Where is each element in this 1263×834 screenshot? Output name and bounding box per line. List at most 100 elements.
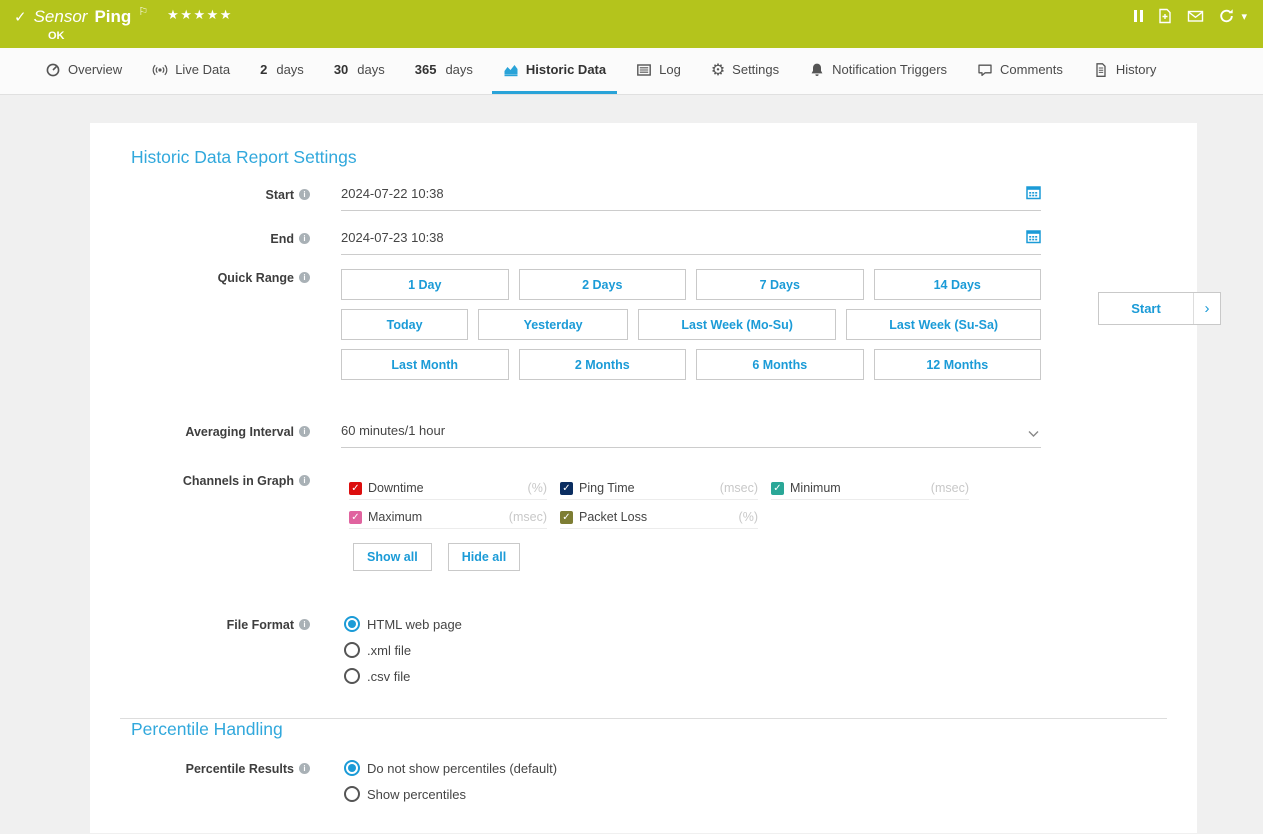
sensor-status-badge: OK xyxy=(48,30,1263,42)
calendar-icon[interactable] xyxy=(1026,229,1041,247)
refresh-icon[interactable] xyxy=(1218,8,1235,24)
checkbox-checked-icon: ✓ xyxy=(560,511,573,524)
quick-range-label: Quick Range xyxy=(218,271,294,285)
checkbox-checked-icon: ✓ xyxy=(771,482,784,495)
report-settings-title: Historic Data Report Settings xyxy=(131,147,1197,168)
hide-all-button[interactable]: Hide all xyxy=(448,543,520,571)
info-icon[interactable]: i xyxy=(299,272,310,283)
sensor-name: Ping xyxy=(94,7,131,27)
channels-grid: ✓ Downtime (%) ✓ Ping Time (msec) ✓ Mini… xyxy=(341,481,1041,529)
report-icon[interactable] xyxy=(1157,8,1173,24)
log-icon xyxy=(636,62,652,78)
tab-history[interactable]: History xyxy=(1082,48,1167,94)
checkbox-checked-icon: ✓ xyxy=(349,482,362,495)
info-icon[interactable]: i xyxy=(299,426,310,437)
radio-icon xyxy=(344,642,360,658)
quick-range-12-months-button[interactable]: 12 Months xyxy=(874,349,1042,380)
channels-row: Channels in Graph i ✓ Downtime (%) ✓ Ping… xyxy=(90,472,1197,571)
checkbox-checked-icon: ✓ xyxy=(349,511,362,524)
quick-range-row: Quick Range i 1 Day 2 Days 7 Days 14 Days… xyxy=(90,269,1197,389)
show-all-button[interactable]: Show all xyxy=(353,543,432,571)
tab-historic-data[interactable]: Historic Data xyxy=(492,48,617,94)
quick-range-yesterday-button[interactable]: Yesterday xyxy=(478,309,628,340)
start-report-button[interactable]: Start xyxy=(1099,293,1194,324)
quick-range-2-months-button[interactable]: 2 Months xyxy=(519,349,687,380)
info-icon[interactable]: i xyxy=(299,233,310,244)
sensor-title-row: ✓ Sensor Ping ⚐ ★★★★★ xyxy=(0,0,1263,27)
chevron-right-icon[interactable]: › xyxy=(1194,293,1220,324)
start-label: Start xyxy=(266,188,294,202)
tab-log[interactable]: Log xyxy=(625,48,692,94)
chevron-down-icon xyxy=(1028,426,1039,441)
quick-range-1-day-button[interactable]: 1 Day xyxy=(341,269,509,300)
end-datetime-input[interactable]: 2024-07-23 10:38 xyxy=(341,230,1041,255)
quick-range-today-button[interactable]: Today xyxy=(341,309,468,340)
info-icon[interactable]: i xyxy=(299,189,310,200)
percentile-results-label: Percentile Results xyxy=(186,762,294,776)
file-format-label: File Format xyxy=(227,618,294,632)
tab-notification-triggers[interactable]: Notification Triggers xyxy=(798,48,958,94)
history-icon xyxy=(1093,62,1109,78)
checkbox-checked-icon: ✓ xyxy=(560,482,573,495)
status-ok-icon: ✓ xyxy=(14,8,27,26)
tab-live-data[interactable]: Live Data xyxy=(141,48,241,94)
file-format-csv-option[interactable]: .csv file xyxy=(344,668,1041,684)
channel-maximum[interactable]: ✓ Maximum (msec) xyxy=(349,510,547,529)
percentile-show-option[interactable]: Show percentiles xyxy=(344,786,1041,802)
start-row: Starti 2024-07-22 10:38 xyxy=(90,186,1197,211)
tab-overview[interactable]: Overview xyxy=(34,48,133,94)
start-datetime-input[interactable]: 2024-07-22 10:38 xyxy=(341,186,1041,211)
quick-range-last-week-mo-su-button[interactable]: Last Week (Mo-Su) xyxy=(638,309,836,340)
tab-settings[interactable]: ⚙ Settings xyxy=(700,48,790,94)
quick-range-last-month-button[interactable]: Last Month xyxy=(341,349,509,380)
sensor-kind-label: Sensor xyxy=(34,7,88,27)
tab-2-days[interactable]: 2 days xyxy=(249,48,315,94)
comment-icon xyxy=(977,62,993,78)
radio-icon xyxy=(344,668,360,684)
favorite-flag-icon[interactable]: ⚐ xyxy=(138,5,148,18)
priority-stars[interactable]: ★★★★★ xyxy=(167,8,233,23)
tab-30-days[interactable]: 30 days xyxy=(323,48,396,94)
radio-selected-icon xyxy=(344,616,360,632)
percentile-handling-title: Percentile Handling xyxy=(131,719,1197,740)
channel-packet-loss[interactable]: ✓ Packet Loss (%) xyxy=(560,510,758,529)
channels-in-graph-label: Channels in Graph xyxy=(183,474,294,488)
calendar-icon[interactable] xyxy=(1026,185,1041,203)
file-format-xml-option[interactable]: .xml file xyxy=(344,642,1041,658)
tab-comments[interactable]: Comments xyxy=(966,48,1074,94)
percentile-hide-option[interactable]: Do not show percentiles (default) xyxy=(344,760,1041,776)
broadcast-icon xyxy=(152,62,168,78)
area-chart-icon xyxy=(503,62,519,78)
radio-icon xyxy=(344,786,360,802)
averaging-interval-label: Averaging Interval xyxy=(185,425,294,439)
channel-downtime[interactable]: ✓ Downtime (%) xyxy=(349,481,547,500)
info-icon[interactable]: i xyxy=(299,763,310,774)
sensor-tabbar: Overview Live Data 2 days 30 days 365 da… xyxy=(0,48,1263,95)
tab-365-days[interactable]: 365 days xyxy=(404,48,484,94)
channel-minimum[interactable]: ✓ Minimum (msec) xyxy=(771,481,969,500)
file-format-html-option[interactable]: HTML web page xyxy=(344,616,1041,632)
info-icon[interactable]: i xyxy=(299,475,310,486)
sensor-header: ✓ Sensor Ping ⚐ ★★★★★ OK ▾ xyxy=(0,0,1263,48)
email-icon[interactable] xyxy=(1187,8,1204,24)
averaging-row: Averaging Interval i 60 minutes/1 hour xyxy=(90,423,1197,448)
quick-range-last-week-su-sa-button[interactable]: Last Week (Su-Sa) xyxy=(846,309,1041,340)
channel-ping-time[interactable]: ✓ Ping Time (msec) xyxy=(560,481,758,500)
quick-range-6-months-button[interactable]: 6 Months xyxy=(696,349,864,380)
gauge-icon xyxy=(45,62,61,78)
radio-selected-icon xyxy=(344,760,360,776)
chevron-down-icon[interactable]: ▾ xyxy=(1241,10,1247,23)
settings-card: Historic Data Report Settings Starti 202… xyxy=(90,123,1197,833)
pause-button[interactable] xyxy=(1134,10,1143,22)
quick-range-7-days-button[interactable]: 7 Days xyxy=(696,269,864,300)
averaging-interval-select[interactable]: 60 minutes/1 hour xyxy=(341,423,1041,448)
info-icon[interactable]: i xyxy=(299,619,310,630)
quick-range-14-days-button[interactable]: 14 Days xyxy=(874,269,1042,300)
gear-icon: ⚙ xyxy=(711,62,725,78)
end-label: End xyxy=(270,232,294,246)
quick-range-2-days-button[interactable]: 2 Days xyxy=(519,269,687,300)
end-row: Endi 2024-07-23 10:38 xyxy=(90,230,1197,255)
start-report-split-button: Start › xyxy=(1098,292,1221,325)
file-format-row: File Format i HTML web page .xml file .cs… xyxy=(90,616,1197,694)
header-action-icons: ▾ xyxy=(1134,8,1247,24)
